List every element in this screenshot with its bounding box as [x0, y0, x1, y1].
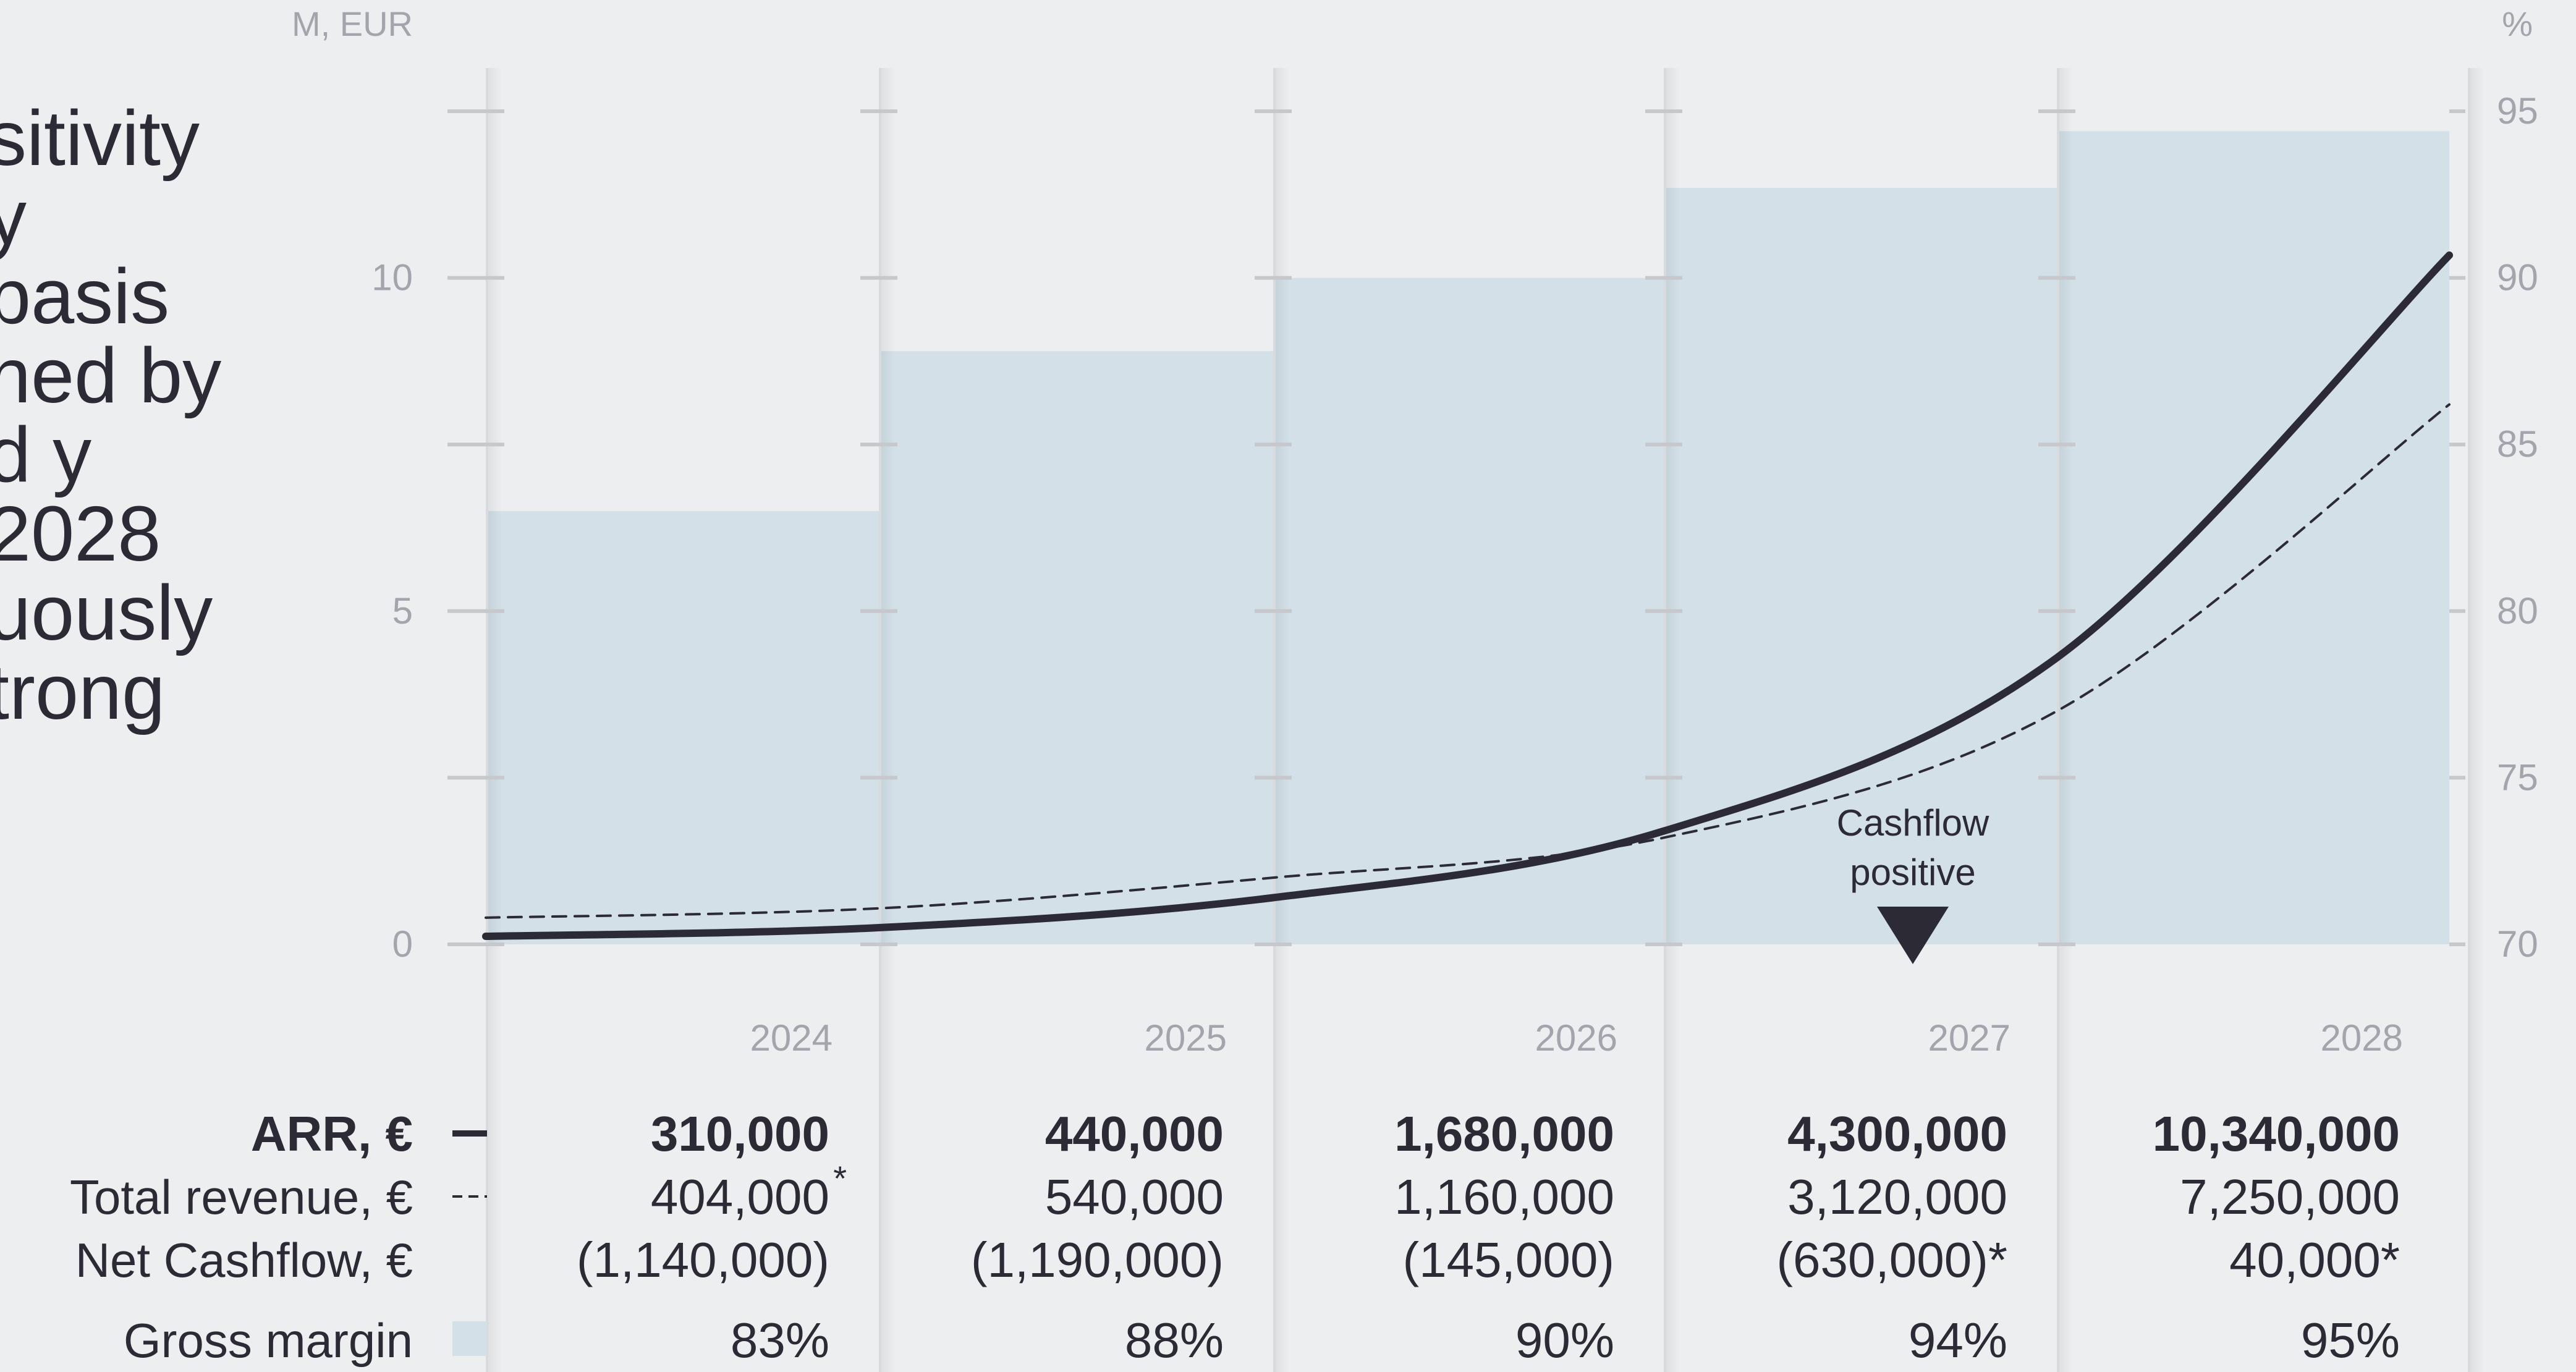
right-tick-label: 75 [2497, 756, 2538, 798]
cell-0-2026: 1,680,000 [1394, 1106, 1614, 1161]
legend-gross-margin-swatch-icon [452, 1321, 487, 1356]
left-axis-unit: M, EUR [292, 4, 413, 43]
right-tick-label: 85 [2497, 423, 2538, 465]
cell-0-2028: 10,340,000 [2153, 1106, 2400, 1161]
cell-3-2024: 83% [731, 1313, 829, 1368]
arr-line [482, 251, 2453, 941]
cell-1-2024: 404,000 [651, 1169, 829, 1224]
total-revenue-line [485, 403, 2451, 919]
row-label-3: Gross margin [124, 1313, 413, 1368]
row-label-2: Net Cashflow, € [75, 1233, 413, 1287]
gross-margin-bar-2025 [879, 351, 1273, 944]
cell-3-2028: 95% [2301, 1313, 2400, 1368]
cell-0-2025: 440,000 [1045, 1106, 1224, 1161]
column-divider-shadow [881, 68, 895, 1372]
left-tick-label: 0 [392, 923, 413, 965]
gross-margin-bar-2027 [1664, 188, 2057, 944]
cell-1-2027: 3,120,000 [1787, 1169, 2007, 1224]
left-tick-label: 5 [392, 590, 413, 632]
column-divider-shadow [488, 68, 502, 1372]
right-tick-label: 90 [2497, 257, 2538, 299]
footnote-marker: * [833, 1159, 847, 1198]
column-divider [2468, 68, 2470, 1372]
cell-2-2027: (630,000)* [1776, 1232, 2007, 1287]
column-divider-shadow [2059, 68, 2073, 1372]
column-divider [1273, 68, 1276, 1372]
annotation-line2: positive [1850, 852, 1975, 893]
right-tick-label: 95 [2497, 90, 2538, 132]
gross-margin-bar-2028 [2057, 131, 2449, 944]
column-divider [2057, 68, 2059, 1372]
cell-0-2027: 4,300,000 [1787, 1106, 2007, 1161]
cell-0-2024: 310,000 [651, 1106, 829, 1161]
cell-3-2025: 88% [1125, 1313, 1224, 1368]
cell-1-2026: 1,160,000 [1394, 1169, 1614, 1224]
gross-margin-bar-2026 [1273, 277, 1664, 945]
column-divider-shadow [1276, 68, 1289, 1372]
right-tick-label: 70 [2497, 923, 2538, 965]
cell-2-2028: 40,000* [2229, 1232, 2400, 1287]
cell-1-2025: 540,000 [1045, 1169, 1224, 1224]
cell-2-2024: (1,140,000) [577, 1232, 829, 1287]
annotation-line1: Cashflow [1837, 802, 1989, 844]
column-divider [486, 68, 488, 1372]
right-axis-unit: % [2502, 4, 2533, 43]
cashflow-positive-marker-icon [1877, 907, 1949, 964]
year-label-2028: 2028 [2321, 1017, 2403, 1059]
cell-2-2026: (145,000) [1403, 1232, 1614, 1287]
year-label-2025: 2025 [1145, 1017, 1227, 1059]
column-divider [1664, 68, 1666, 1372]
row-label-1: Total revenue, € [70, 1170, 413, 1224]
column-divider [879, 68, 881, 1372]
gross-margin-bar-2024 [486, 511, 879, 944]
row-label-0: ARR, € [251, 1106, 413, 1161]
cell-2-2025: (1,190,000) [971, 1232, 1224, 1287]
right-tick-label: 80 [2497, 590, 2538, 632]
year-label-2024: 2024 [750, 1017, 833, 1059]
column-divider-shadow [2470, 68, 2484, 1372]
year-label-2027: 2027 [1928, 1017, 2010, 1059]
year-label-2026: 2026 [1535, 1017, 1617, 1059]
headline-text: sitivity y basis ned by d y 2028 uously … [0, 99, 222, 742]
column-divider-shadow [1666, 68, 1680, 1372]
cell-3-2026: 90% [1515, 1313, 1614, 1368]
cell-1-2028: 7,250,000 [2180, 1169, 2400, 1224]
left-tick-label: 10 [371, 257, 413, 299]
cell-3-2027: 94% [1909, 1313, 2007, 1368]
